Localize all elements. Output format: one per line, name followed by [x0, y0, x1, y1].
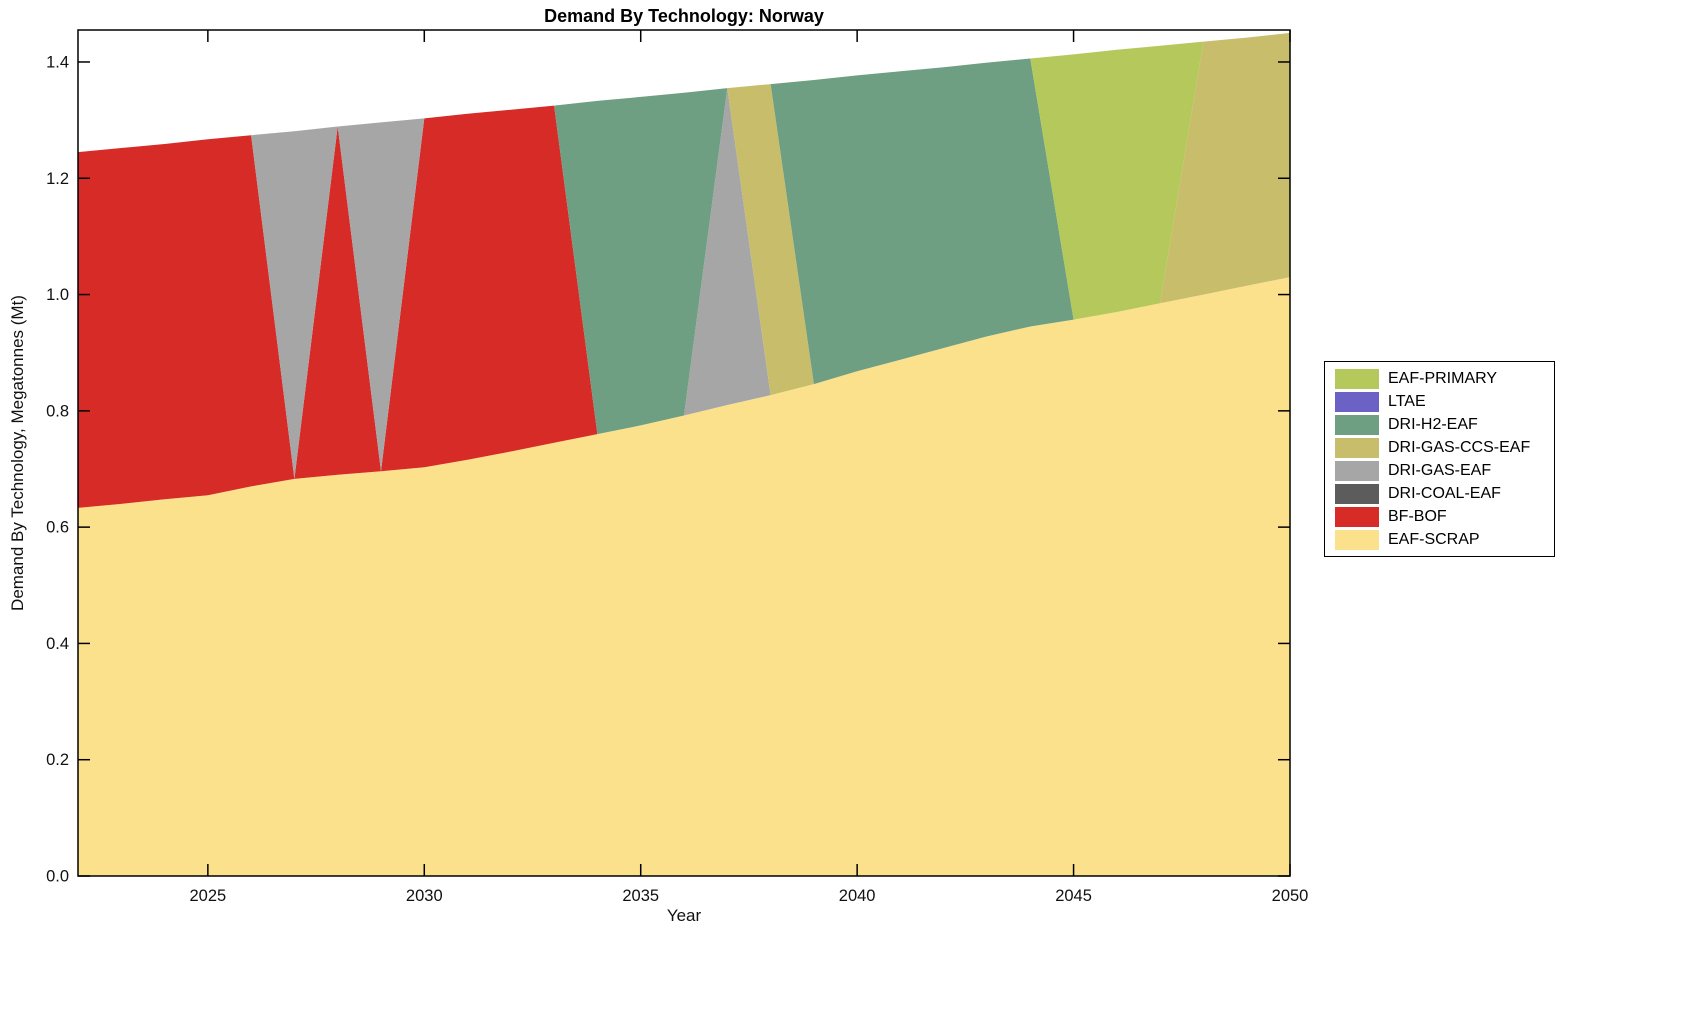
legend-label: EAF-PRIMARY: [1388, 369, 1498, 387]
legend-item-eaf-primary: EAF-PRIMARY: [1325, 367, 1554, 390]
legend-item-dri-h2-eaf: DRI-H2-EAF: [1325, 413, 1554, 436]
x-tick-label: 2045: [1055, 887, 1092, 905]
legend-label: EAF-SCRAP: [1388, 530, 1480, 548]
y-axis-label: Demand By Technology, Megatonnes (Mt): [8, 295, 27, 611]
x-tick-label: 2040: [839, 887, 876, 905]
legend-box: EAF-PRIMARY LTAE DRI-H2-EAF DRI-GAS-CCS-EAF…: [1324, 361, 1555, 557]
legend-item-ltae: LTAE: [1325, 390, 1554, 413]
y-tick-label: 0.0: [46, 868, 69, 886]
y-tick-label: 0.8: [46, 402, 69, 420]
legend-swatch-icon: [1335, 391, 1379, 412]
legend-label: LTAE: [1388, 392, 1426, 410]
chart-title: Demand By Technology: Norway: [544, 6, 824, 26]
legend-label: DRI-H2-EAF: [1388, 415, 1478, 433]
area-series-eaf-primary: [78, 32, 1290, 320]
x-axis-label: Year: [666, 906, 702, 925]
legend-swatch-icon: [1335, 483, 1379, 504]
legend-label: DRI-GAS-EAF: [1388, 461, 1492, 479]
area-series-bf-bof: [78, 105, 1290, 508]
y-tick-label: 1.4: [46, 53, 69, 71]
legend-item-dri-coal-eaf: DRI-COAL-EAF: [1325, 482, 1554, 505]
x-tick-label: 2030: [406, 887, 443, 905]
legend-swatch-icon: [1335, 437, 1379, 458]
legend-swatch-icon: [1335, 460, 1379, 481]
legend-swatch-icon: [1335, 529, 1379, 550]
legend-swatch-icon: [1335, 506, 1379, 527]
plot-box-border: [77, 29, 1291, 877]
legend-item-eaf-scrap: EAF-SCRAP: [1325, 528, 1554, 551]
legend-swatch-icon: [1335, 414, 1379, 435]
y-tick-label: 1.0: [46, 286, 69, 304]
x-tick-label: 2025: [189, 887, 226, 905]
legend-label: BF-BOF: [1388, 507, 1447, 525]
area-series-dri-h2-eaf: [78, 32, 1290, 435]
x-tick-label: 2050: [1272, 887, 1309, 905]
legend-item-dri-gas-ccs-eaf: DRI-GAS-CCS-EAF: [1325, 436, 1554, 459]
y-tick-label: 0.2: [46, 751, 69, 769]
area-series-eaf-scrap: [78, 277, 1290, 877]
y-tick-label: 0.6: [46, 519, 69, 537]
legend-item-bf-bof: BF-BOF: [1325, 505, 1554, 528]
y-tick-label: 1.2: [46, 170, 69, 188]
legend-swatch-icon: [1335, 368, 1379, 389]
x-tick-label: 2035: [622, 887, 659, 905]
legend-label: DRI-GAS-CCS-EAF: [1388, 438, 1531, 456]
legend-item-dri-gas-eaf: DRI-GAS-EAF: [1325, 459, 1554, 482]
legend-label: DRI-COAL-EAF: [1388, 484, 1501, 502]
y-tick-label: 0.4: [46, 635, 69, 653]
area-series-dri-gas-eaf: [78, 88, 1290, 479]
